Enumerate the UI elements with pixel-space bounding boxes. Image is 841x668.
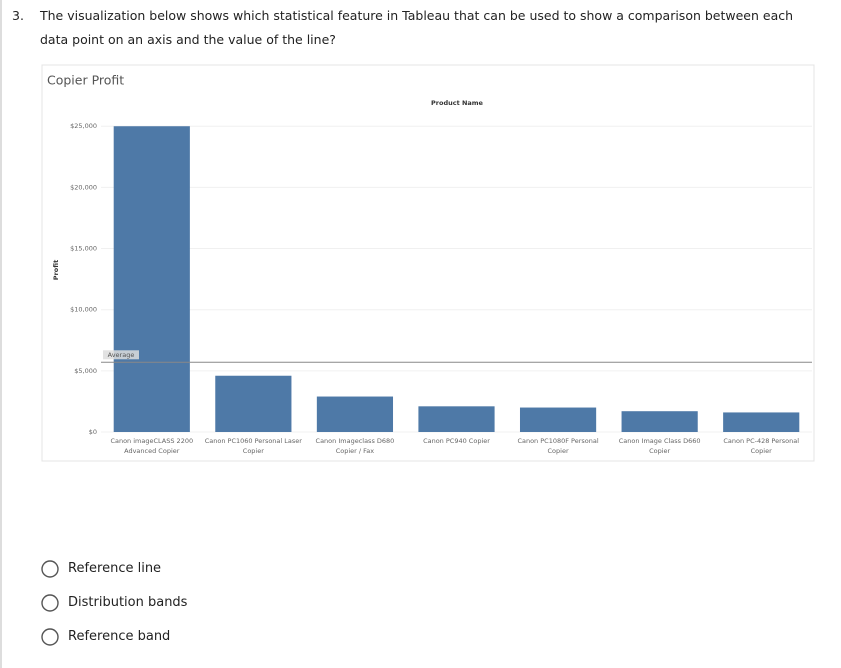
x-tick-label: Canon PC-428 Personal Copier	[723, 437, 800, 455]
x-tick-label: Canon PC940 Copier	[423, 437, 490, 445]
question-number: 3.	[12, 8, 24, 23]
x-header: Product Name	[431, 99, 484, 107]
bar	[113, 126, 190, 432]
y-axis-title: Profit	[52, 260, 60, 280]
x-tick-label: Canon Image Class D660 Copier	[618, 437, 701, 455]
x-tick-label: Canon PC1060 Personal Laser Copier	[204, 437, 302, 455]
reference-label-box	[103, 350, 139, 360]
radio[interactable]	[41, 594, 59, 612]
bar	[621, 411, 698, 432]
x-tick-label: Canon PC1080F Personal Copier	[517, 437, 599, 455]
y-tick-label: $15,000	[70, 245, 97, 253]
y-tick-label: $25,000	[70, 122, 97, 130]
option-label[interactable]: Distribution bands	[68, 595, 188, 610]
reference-label: Average	[108, 351, 135, 359]
y-tick-label: $5,000	[74, 367, 97, 375]
x-tick-label: Canon imageCLASS 2200 Advanced Copier	[110, 437, 194, 455]
radio[interactable]	[41, 560, 59, 578]
bar	[418, 406, 495, 432]
question-text: The visualization below shows which stat…	[40, 8, 794, 47]
x-tick-label: Canon Imageclass D680 Copier / Fax	[315, 437, 395, 455]
y-tick-label: $20,000	[70, 183, 97, 191]
y-tick-label: $10,000	[70, 306, 97, 314]
bar	[316, 396, 394, 432]
bar	[519, 407, 597, 432]
option-label[interactable]: Reference line	[68, 561, 162, 576]
chart-title: Copier Profit	[47, 73, 124, 88]
radio[interactable]	[41, 628, 59, 646]
bar	[215, 375, 292, 432]
bar	[723, 412, 800, 432]
option-label[interactable]: Reference band	[68, 629, 171, 644]
y-tick-label: $0	[89, 428, 97, 436]
